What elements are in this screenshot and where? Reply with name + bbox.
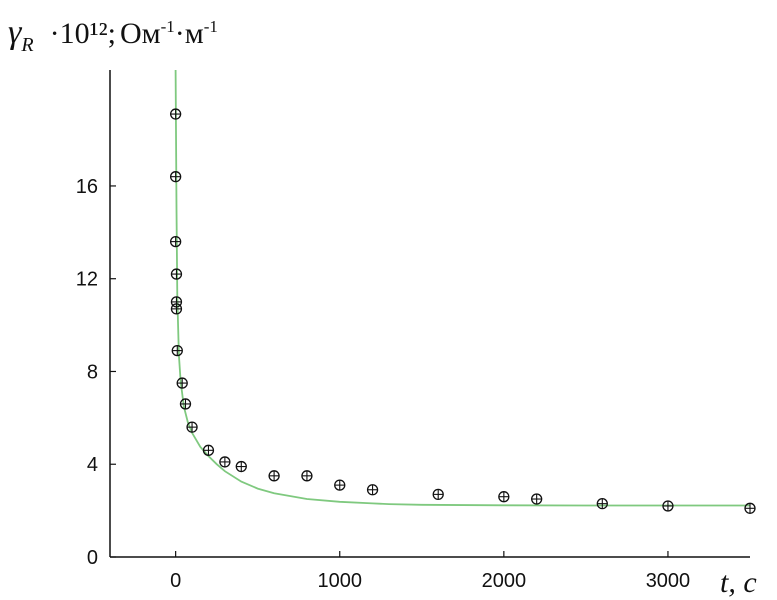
data-point bbox=[268, 470, 280, 482]
data-point bbox=[744, 502, 756, 514]
y-axis-unit-mid: ·м bbox=[174, 17, 204, 50]
y-tick-label: 12 bbox=[76, 269, 98, 291]
data-point bbox=[171, 344, 183, 357]
x-axis-label: t, c bbox=[720, 566, 757, 599]
data-point bbox=[202, 444, 215, 456]
y-tick-label: 8 bbox=[87, 361, 98, 383]
data-point bbox=[169, 235, 182, 248]
x-tick-label: 0 bbox=[170, 570, 181, 592]
data-point bbox=[170, 268, 183, 280]
data-point bbox=[179, 398, 192, 410]
data-point bbox=[531, 493, 543, 505]
data-point bbox=[219, 456, 231, 468]
data-point bbox=[498, 491, 510, 503]
data-point bbox=[662, 500, 674, 512]
y-axis-label-multiplier: ·10¹²; bbox=[49, 17, 116, 50]
y-tick-label: 4 bbox=[87, 454, 98, 476]
y-axis-unit-sup2: -1 bbox=[203, 17, 218, 36]
data-point bbox=[170, 303, 183, 315]
y-tick-label: 0 bbox=[87, 547, 98, 569]
y-tick-label: 16 bbox=[76, 176, 98, 198]
y-axis-unit-main: Ом bbox=[119, 17, 161, 50]
y-axis-label-unit: Ом-1·м-1 bbox=[120, 17, 218, 50]
fit-curve-line bbox=[174, 69, 750, 507]
plot-area: 0 4 8 12 16 0 1000 2000 3000 bbox=[76, 69, 756, 592]
x-tick-label: 3000 bbox=[646, 570, 691, 592]
data-point bbox=[169, 108, 182, 120]
data-point bbox=[334, 479, 346, 491]
x-tick-label: 1000 bbox=[317, 570, 362, 592]
data-point bbox=[176, 377, 188, 389]
y-axis-label: γR ·10¹²; Ом-1·м-1 bbox=[8, 14, 218, 56]
y-axis-label-subscript: R bbox=[21, 34, 34, 56]
data-point bbox=[366, 484, 379, 496]
y-axis-unit-sup1: -1 bbox=[160, 17, 175, 36]
data-point bbox=[169, 171, 182, 183]
data-point bbox=[301, 470, 313, 482]
data-point bbox=[596, 498, 608, 510]
x-tick-label: 2000 bbox=[482, 570, 527, 592]
data-point bbox=[432, 488, 444, 501]
data-point bbox=[235, 460, 247, 473]
data-point bbox=[186, 421, 198, 433]
y-axis-label-symbol: γ bbox=[8, 14, 22, 51]
